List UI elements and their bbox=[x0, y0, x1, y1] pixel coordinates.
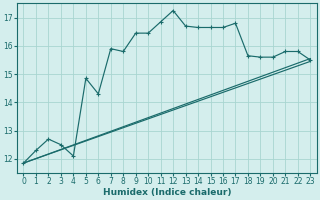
X-axis label: Humidex (Indice chaleur): Humidex (Indice chaleur) bbox=[103, 188, 231, 197]
